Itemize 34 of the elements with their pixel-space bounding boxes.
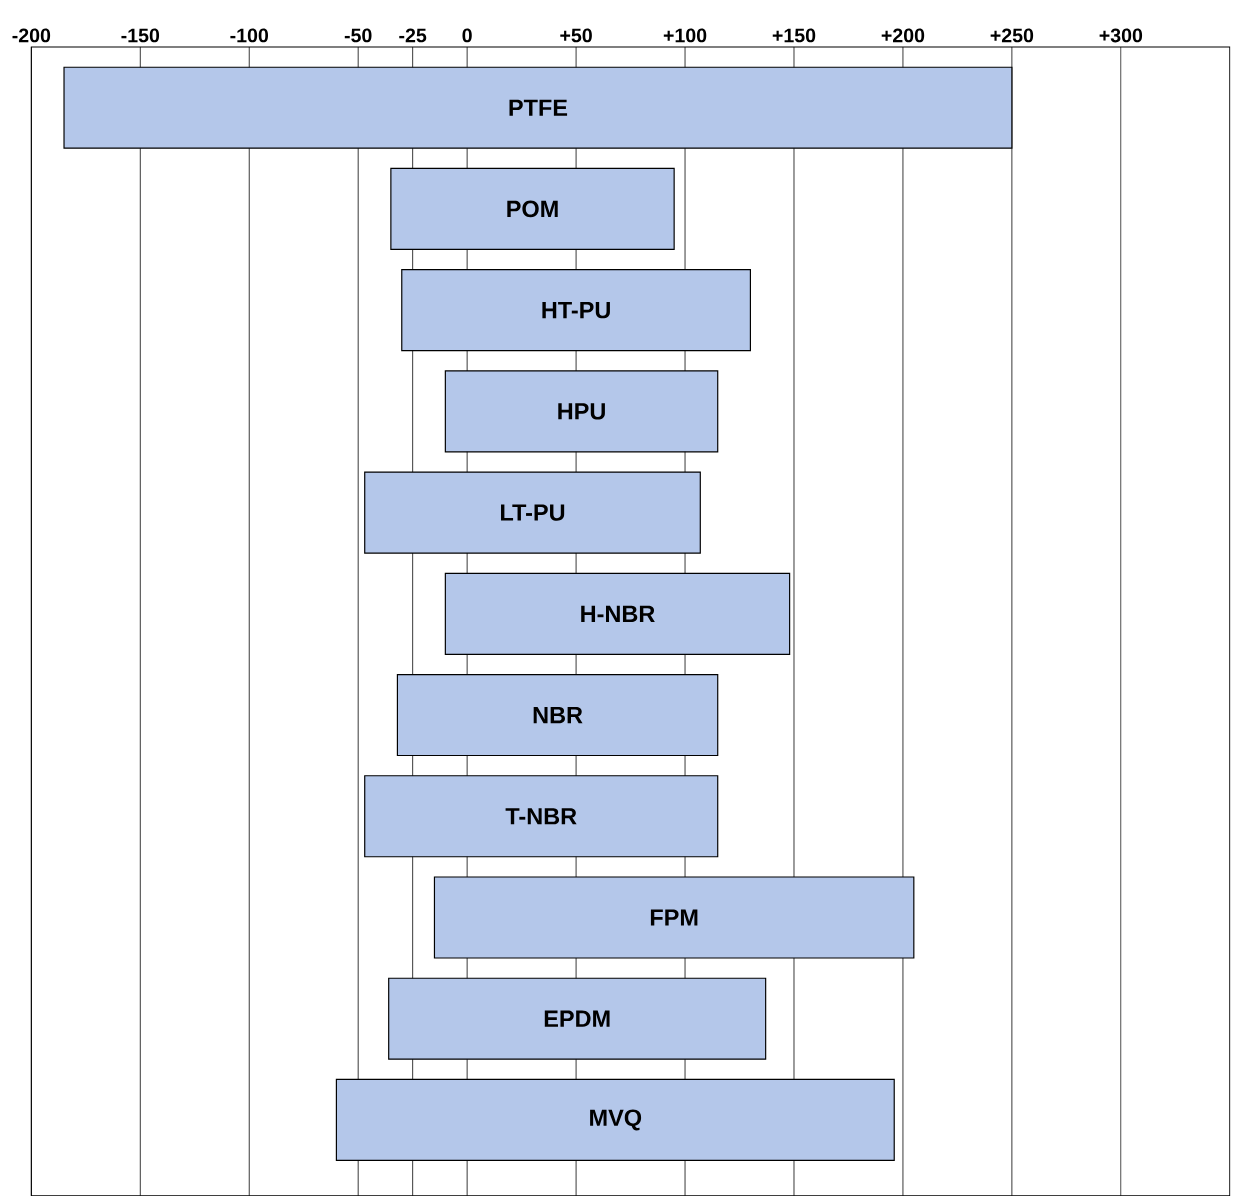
x-tick-label: +200 — [881, 28, 925, 43]
x-tick-label: 0 — [462, 28, 472, 43]
y-tick-label: H-NBR — [581, 605, 655, 622]
bar — [401, 268, 751, 352]
y-tick-label: FPM — [650, 909, 698, 926]
x-tick-label: -25 — [399, 28, 427, 43]
bar — [335, 1078, 895, 1161]
x-tick-label: +50 — [560, 28, 592, 43]
y-tick-label: LT-PU — [501, 504, 565, 521]
y-tick-label: HT-PU — [542, 301, 610, 319]
y-tick-label: T-NBR — [505, 808, 577, 825]
bar — [444, 572, 791, 655]
bar — [444, 370, 719, 453]
x-tick-label: -150 — [121, 28, 160, 43]
x-tick-label: +250 — [990, 28, 1034, 43]
x-tick-label: +100 — [663, 28, 707, 43]
y-tick-label: POM — [507, 200, 558, 218]
y-tick-label: EPDM — [544, 1010, 610, 1027]
bar — [388, 977, 767, 1060]
bar — [396, 673, 719, 756]
y-tick-label: NBR — [533, 706, 583, 723]
x-tick-label: -50 — [344, 28, 372, 43]
x-tick-label: +150 — [772, 28, 816, 43]
x-tick-label: -100 — [230, 28, 269, 43]
y-tick-label: MVQ — [590, 1109, 642, 1131]
x-tick-label: -200 — [12, 28, 51, 43]
bar — [433, 876, 915, 959]
bar — [364, 775, 719, 858]
bar — [63, 66, 1013, 149]
bar — [364, 471, 701, 554]
y-tick-label: HPU — [558, 403, 605, 420]
x-tick-label: +300 — [1099, 28, 1143, 43]
bar — [390, 167, 675, 250]
y-tick-label: PTFE — [509, 99, 568, 116]
